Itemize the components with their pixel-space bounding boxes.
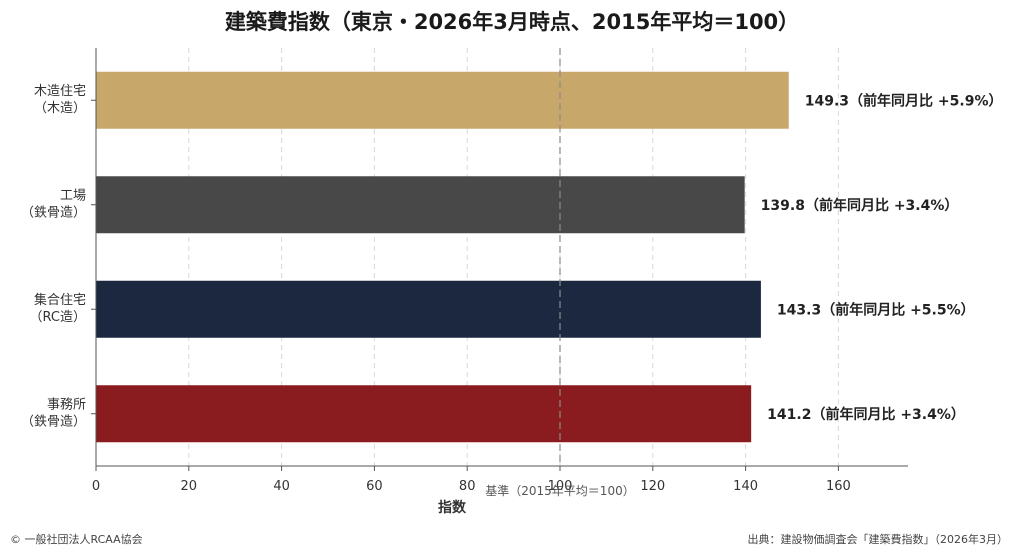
- category-label: （鉄骨造）: [21, 205, 86, 220]
- category-label: （木造）: [34, 101, 86, 116]
- value-label: 141.2（前年同月比 +3.4%）: [767, 406, 965, 423]
- copyright-text: © 一般社団法人RCAA協会: [10, 533, 143, 546]
- value-label: 149.3（前年同月比 +5.9%）: [805, 92, 1003, 109]
- x-tick-label: 140: [733, 479, 758, 494]
- x-tick-label: 0: [92, 479, 100, 494]
- x-tick-label: 100: [548, 479, 573, 494]
- category-label: （鉄骨造）: [21, 414, 86, 429]
- x-tick-label: 160: [826, 479, 851, 494]
- value-label: 139.8（前年同月比 +3.4%）: [761, 197, 959, 214]
- bar: [96, 71, 789, 129]
- x-axis-title: 指数: [438, 499, 467, 516]
- bar: [96, 176, 745, 234]
- category-label: 集合住宅: [34, 292, 86, 308]
- x-tick-label: 80: [459, 479, 476, 494]
- category-label: 工場: [60, 188, 86, 203]
- category-label: 事務所: [47, 397, 86, 412]
- category-label: （RC造）: [30, 310, 86, 325]
- value-label: 143.3（前年同月比 +5.5%）: [777, 301, 975, 318]
- x-tick-label: 40: [273, 479, 290, 494]
- chart-title: 建築費指数（東京・2026年3月時点、2015年平均＝100）: [224, 10, 800, 34]
- category-label: 木造住宅: [34, 84, 86, 99]
- bar: [96, 385, 752, 443]
- source-text: 出典：建設物価調査会「建築費指数」（2026年3月）: [747, 533, 1009, 546]
- x-tick-label: 120: [640, 479, 665, 494]
- bar: [96, 280, 761, 338]
- reference-line-label: 基準（2015年平均＝100）: [485, 483, 634, 498]
- x-tick-label: 20: [181, 479, 198, 494]
- x-tick-label: 60: [366, 479, 383, 494]
